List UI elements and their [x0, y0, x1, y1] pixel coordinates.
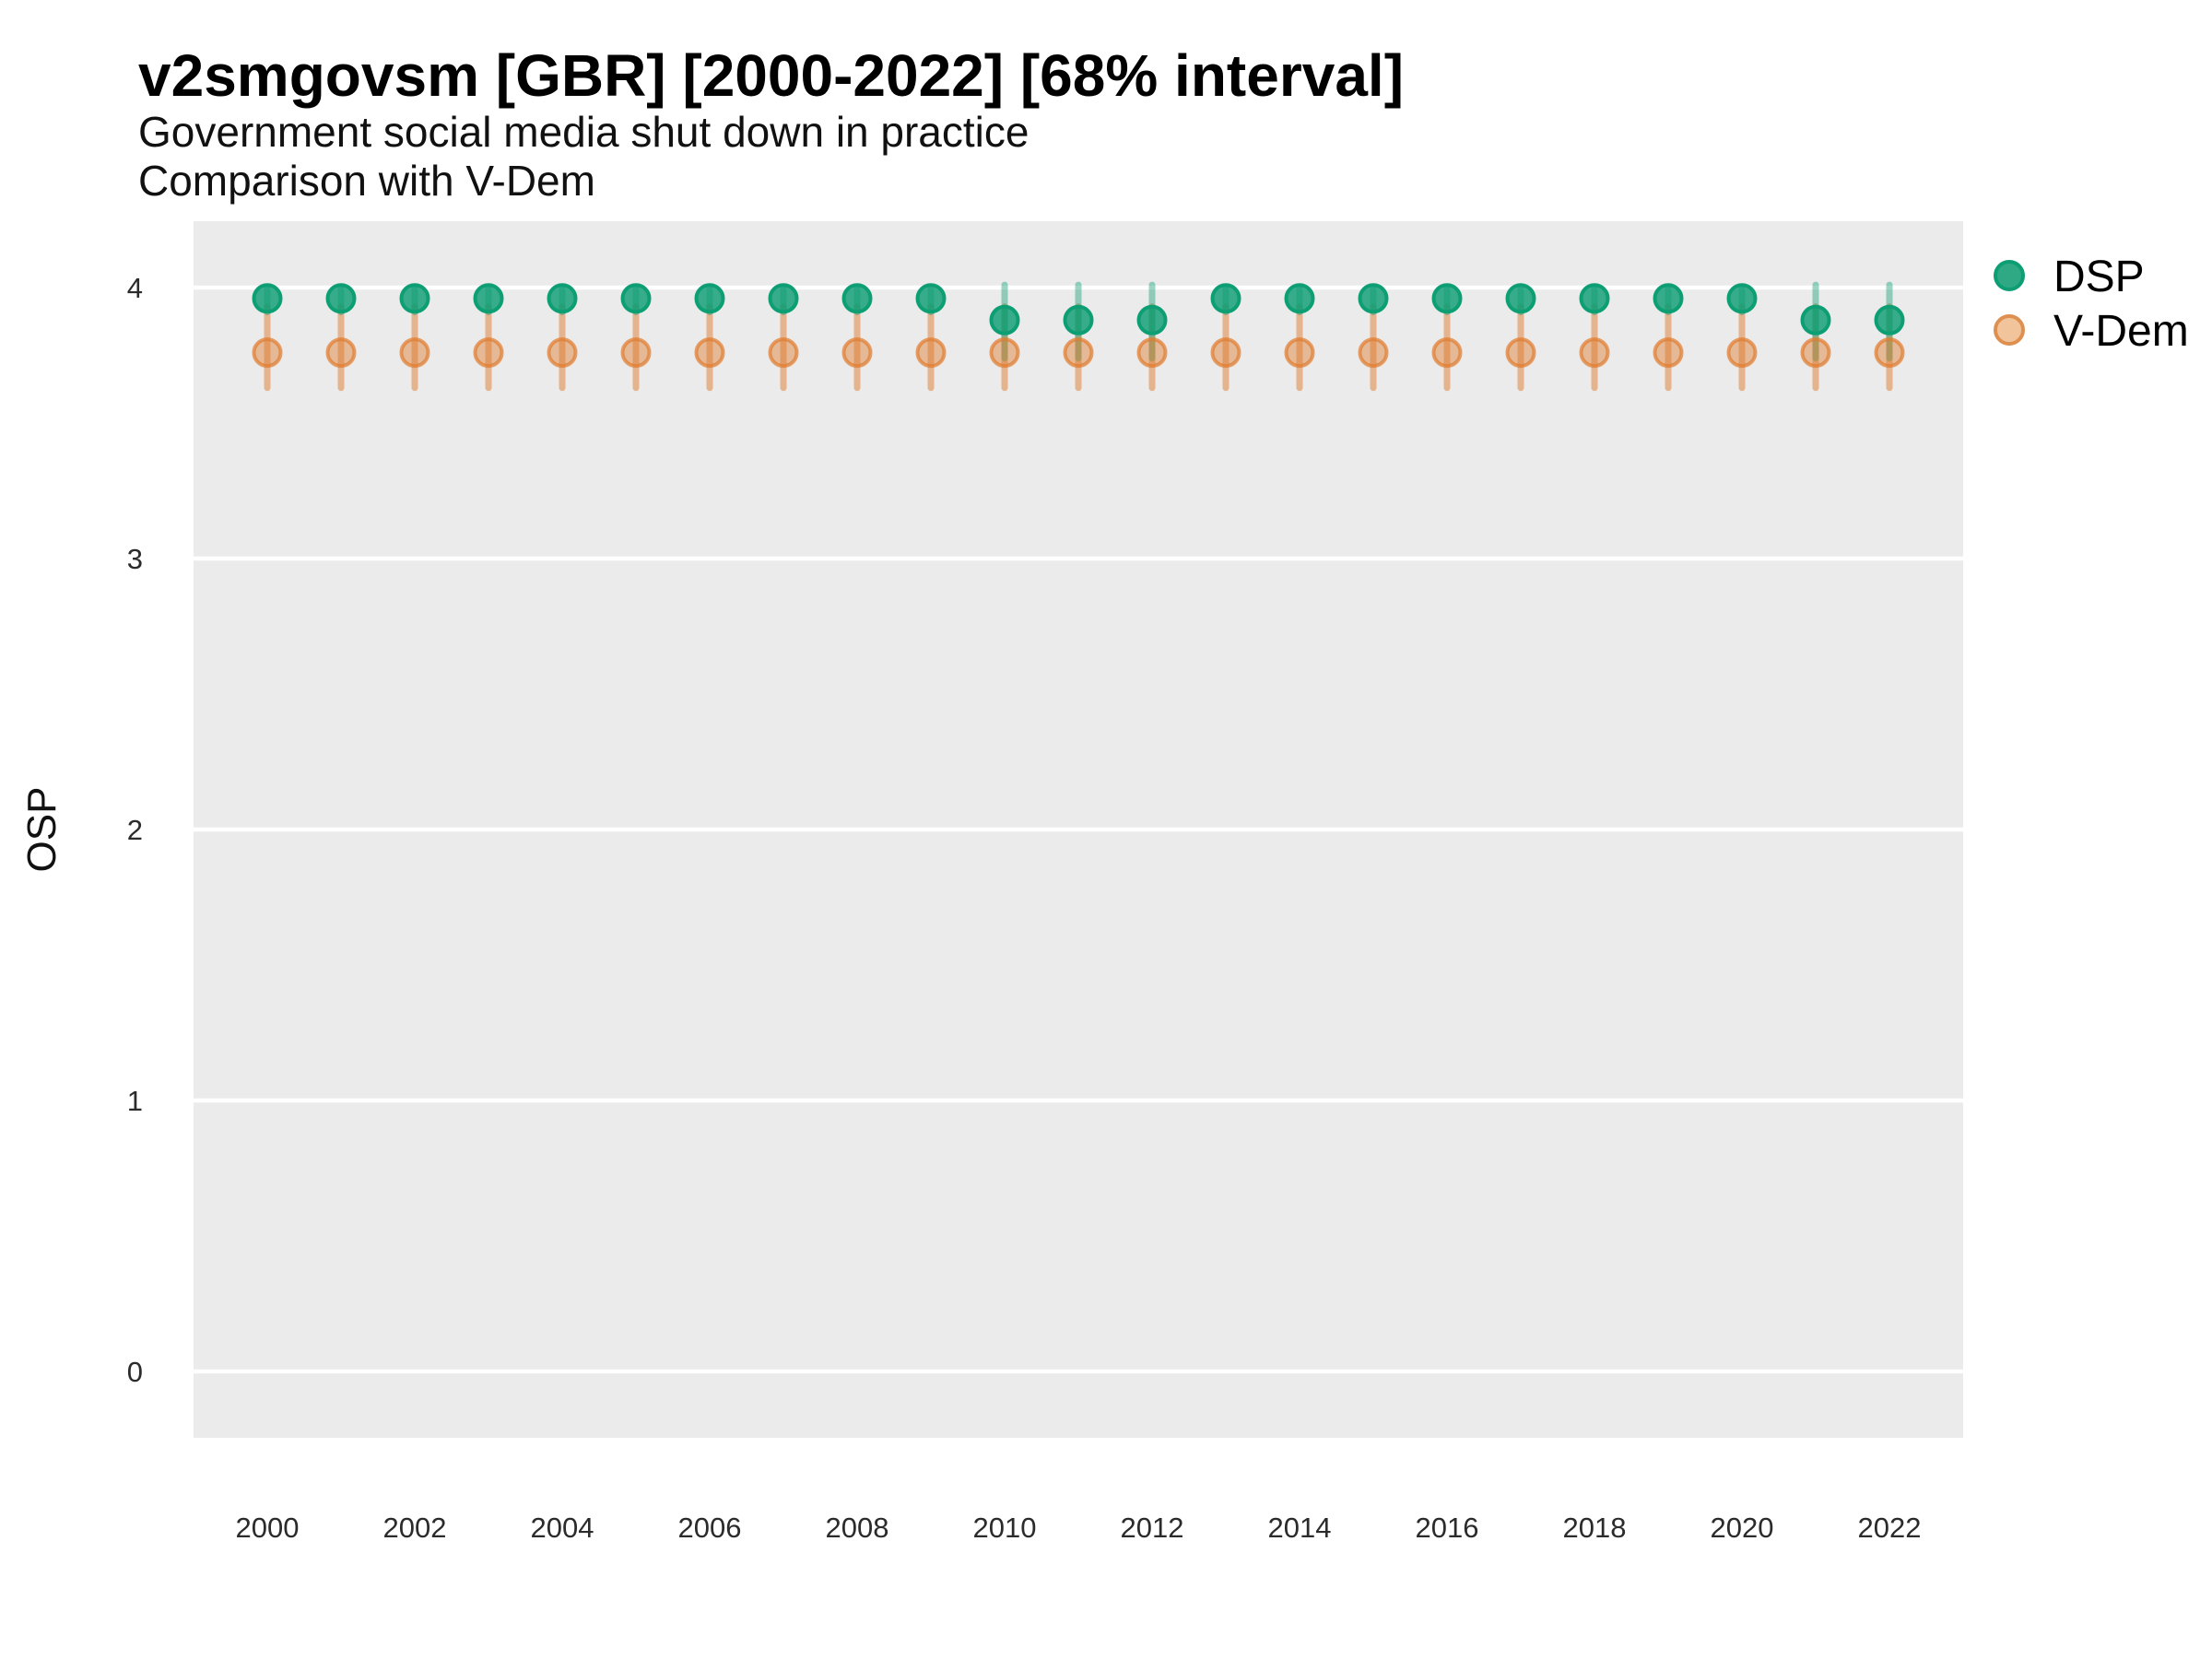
x-tick-label: 2006: [678, 1512, 742, 1544]
dsp-point: [1063, 304, 1094, 335]
dsp-point: [1431, 283, 1463, 314]
y-axis-title: OSP: [19, 787, 65, 873]
vdem-point: [1800, 337, 1831, 369]
vdem-point: [1726, 337, 1758, 369]
vdem-point: [1505, 337, 1536, 369]
vdem-point: [841, 337, 873, 369]
x-tick-label: 2008: [826, 1512, 889, 1544]
y-tick-label: 4: [127, 272, 143, 304]
dsp-point: [915, 283, 947, 314]
vdem-point: [252, 337, 283, 369]
dsp-point: [841, 283, 873, 314]
x-axis-tick-labels: 2000 2002 2004 2006 2008 2010 2012 2014 2016 2018…: [236, 1512, 1922, 1544]
dsp-point: [252, 283, 283, 314]
vdem-point: [915, 337, 947, 369]
vdem-point: [1653, 337, 1684, 369]
vdem-point: [1579, 337, 1610, 369]
dsp-point: [1726, 283, 1758, 314]
dsp-point: [325, 283, 357, 314]
vdem-point: [620, 337, 652, 369]
x-tick-label: 2016: [1416, 1512, 1479, 1544]
chart-subtitle-2: Comparison with V-Dem: [138, 157, 595, 205]
vdem-point: [989, 337, 1020, 369]
y-tick-label: 1: [127, 1085, 143, 1117]
dsp-point: [989, 304, 1020, 335]
dsp-point: [768, 283, 799, 314]
chart-title: v2smgovsm [GBR] [2000-2022] [68% interva…: [138, 42, 1404, 109]
x-tick-label: 2020: [1711, 1512, 1774, 1544]
gridlines: [194, 285, 1963, 1374]
dsp-point: [547, 283, 578, 314]
dsp-point: [1653, 283, 1684, 314]
legend-swatch-vdem: [1994, 314, 2025, 346]
dsp-point: [1505, 283, 1536, 314]
x-tick-label: 2000: [236, 1512, 300, 1544]
chart-subtitle: Government social media shut down in pra…: [138, 108, 1029, 156]
x-tick-label: 2018: [1563, 1512, 1627, 1544]
dsp-point: [1284, 283, 1315, 314]
y-axis-tick-labels: 0 1 2 3 4: [127, 272, 143, 1388]
dsp-point: [1358, 283, 1389, 314]
dsp-point: [473, 283, 504, 314]
dsp-point: [1579, 283, 1610, 314]
vdem-point: [694, 337, 725, 369]
dsp-point: [1210, 283, 1241, 314]
vdem-point: [1284, 337, 1315, 369]
dsp-point: [1136, 304, 1168, 335]
legend-swatch-dsp: [1994, 260, 2025, 291]
dsp-point: [1874, 304, 1905, 335]
y-tick-label: 2: [127, 814, 143, 846]
vdem-point: [1063, 337, 1094, 369]
vdem-point: [1136, 337, 1168, 369]
vdem-point: [547, 337, 578, 369]
x-tick-label: 2014: [1268, 1512, 1332, 1544]
dsp-point: [399, 283, 430, 314]
x-tick-label: 2002: [383, 1512, 447, 1544]
legend-label-vdem: V-Dem: [2053, 307, 2189, 356]
vdem-point: [1431, 337, 1463, 369]
vdem-point: [325, 337, 357, 369]
x-tick-label: 2022: [1858, 1512, 1922, 1544]
vdem-point: [473, 337, 504, 369]
data-marks: [252, 281, 1905, 392]
vdem-point: [1874, 337, 1905, 369]
x-tick-label: 2004: [531, 1512, 594, 1544]
vdem-point: [399, 337, 430, 369]
dsp-point: [620, 283, 652, 314]
vdem-point: [1358, 337, 1389, 369]
vdem-point: [1210, 337, 1241, 369]
dsp-point: [694, 283, 725, 314]
x-tick-label: 2010: [973, 1512, 1037, 1544]
legend: DSP V-Dem: [1994, 253, 2189, 356]
x-tick-label: 2012: [1121, 1512, 1184, 1544]
vdem-point: [768, 337, 799, 369]
y-tick-label: 3: [127, 543, 143, 575]
legend-label-dsp: DSP: [2053, 253, 2145, 301]
dsp-point: [1800, 304, 1831, 335]
y-tick-label: 0: [127, 1356, 143, 1388]
